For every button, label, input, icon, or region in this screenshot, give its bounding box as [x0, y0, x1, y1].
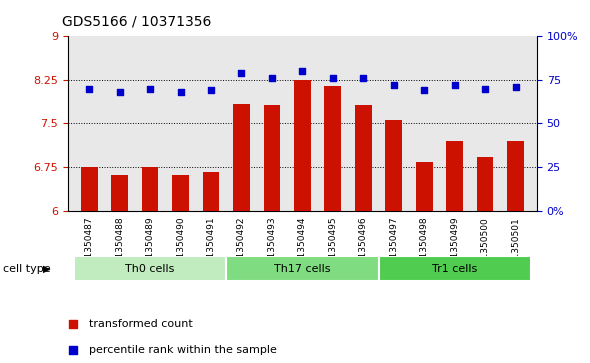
Text: GDS5166 / 10371356: GDS5166 / 10371356 [62, 15, 211, 29]
Text: Tr1 cells: Tr1 cells [432, 264, 477, 274]
Bar [142, 167, 159, 211]
Point [297, 68, 307, 74]
Point [389, 82, 398, 88]
Bar [264, 105, 280, 211]
Point [206, 87, 216, 93]
Point [359, 75, 368, 81]
Point [328, 75, 337, 81]
Bar [324, 86, 341, 211]
Bar [385, 120, 402, 211]
Point [480, 86, 490, 91]
Bar [379, 256, 531, 281]
Bar [226, 256, 379, 281]
Bar [81, 167, 97, 211]
Bar [74, 256, 226, 281]
Text: cell type: cell type [3, 264, 51, 274]
Point [115, 89, 124, 95]
Bar [202, 172, 219, 211]
Bar [355, 105, 372, 211]
Bar [294, 80, 311, 211]
Text: Th0 cells: Th0 cells [126, 264, 175, 274]
Bar [507, 141, 524, 211]
Point [511, 84, 520, 90]
Text: transformed count: transformed count [89, 319, 193, 329]
Point [419, 87, 429, 93]
Point [267, 75, 277, 81]
Bar [416, 162, 432, 211]
Point [145, 86, 155, 91]
Bar [477, 157, 493, 211]
Point [340, 247, 350, 253]
Point [340, 11, 350, 17]
Point [176, 89, 185, 95]
Text: percentile rank within the sample: percentile rank within the sample [89, 345, 277, 355]
Point [450, 82, 460, 88]
Bar [446, 141, 463, 211]
Bar [172, 175, 189, 211]
Bar [233, 104, 250, 211]
Bar [112, 175, 128, 211]
Point [84, 86, 94, 91]
Text: ▶: ▶ [42, 264, 50, 274]
Text: Th17 cells: Th17 cells [274, 264, 330, 274]
Point [237, 70, 246, 76]
